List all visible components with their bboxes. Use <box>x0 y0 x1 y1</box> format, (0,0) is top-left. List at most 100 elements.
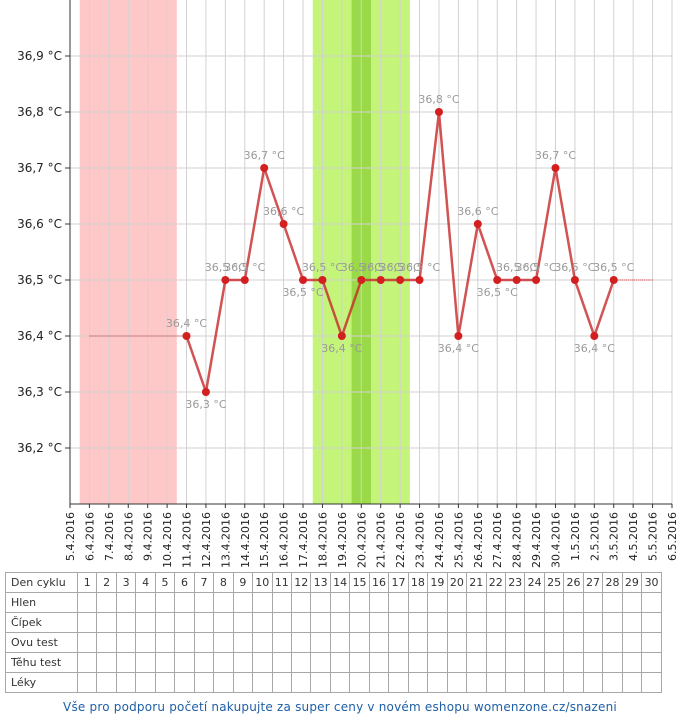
x-tick-label: 3.5.2016 <box>608 512 621 561</box>
table-cell <box>290 652 312 673</box>
table-cell <box>407 652 429 673</box>
table-row: Čípek <box>5 612 662 633</box>
data-label: 36,5 °C <box>360 261 401 274</box>
table-cell <box>135 672 156 693</box>
table-cell <box>252 592 273 613</box>
table-cell <box>368 672 390 693</box>
table-cell <box>641 632 662 653</box>
table-cell <box>252 652 273 673</box>
temperature-point <box>221 276 230 284</box>
table-cell <box>641 652 662 673</box>
temperature-point <box>240 276 249 284</box>
table-cell <box>446 612 468 633</box>
table-cell <box>154 632 176 653</box>
table-cell <box>213 672 234 693</box>
temperature-point <box>182 332 191 340</box>
x-tick-label: 15.4.2016 <box>258 512 271 568</box>
temperature-point <box>279 220 288 228</box>
table-cell <box>407 592 429 613</box>
table-cell <box>193 612 215 633</box>
table-cell: 14 <box>329 572 351 593</box>
table-cell <box>524 652 545 673</box>
table-cell <box>407 612 429 633</box>
table-cell <box>271 612 292 633</box>
table-cell <box>154 672 176 693</box>
x-tick-label: 17.4.2016 <box>297 512 310 568</box>
table-cell: 25 <box>543 572 565 593</box>
table-cell <box>407 632 429 653</box>
x-tick-label: 13.4.2016 <box>219 512 232 568</box>
table-row: Hlen <box>5 592 662 613</box>
table-cell <box>174 612 195 633</box>
x-tick-label: 19.4.2016 <box>336 512 349 568</box>
table-cell <box>466 612 487 633</box>
y-tick-label: 36,2 °C <box>17 441 62 455</box>
table-cell <box>582 652 604 673</box>
data-label: 36,5 °C <box>224 261 265 274</box>
x-tick-label: 6.4.2016 <box>83 512 96 561</box>
x-tick-label: 11.4.2016 <box>181 512 194 568</box>
table-cell <box>621 632 643 653</box>
x-tick-label: 30.4.2016 <box>549 512 562 568</box>
table-cell <box>271 592 292 613</box>
table-cell: 3 <box>115 572 137 593</box>
table-cell <box>115 652 137 673</box>
table-cell: 22 <box>485 572 506 593</box>
table-cell: 21 <box>466 572 487 593</box>
table-cell <box>349 672 370 693</box>
x-tick-label: 24.4.2016 <box>433 512 446 568</box>
table-cell <box>213 652 234 673</box>
table-cell <box>582 592 604 613</box>
table-cell <box>563 632 584 653</box>
table-cell <box>310 592 331 613</box>
data-label: 36,5 °C <box>205 261 246 274</box>
table-cell <box>388 612 409 633</box>
table-cell <box>504 632 526 653</box>
x-tick-label: 21.4.2016 <box>375 512 388 568</box>
table-cell <box>563 672 584 693</box>
table-cell <box>135 632 156 653</box>
table-cell <box>504 592 526 613</box>
x-tick-label: 2.5.2016 <box>588 512 601 561</box>
table-cell <box>135 592 156 613</box>
table-cell <box>193 672 215 693</box>
table-cell: 1 <box>76 572 98 593</box>
table-cell: 20 <box>446 572 468 593</box>
row-label: Těhu test <box>5 652 78 673</box>
table-cell <box>96 632 117 653</box>
table-cell <box>76 652 98 673</box>
table-cell <box>76 672 98 693</box>
table-cell: 7 <box>193 572 215 593</box>
table-cell <box>563 592 584 613</box>
shop-promo-footer[interactable]: Vše pro podporu početí nakupujte za supe… <box>63 700 617 714</box>
table-cell <box>329 672 351 693</box>
table-cell <box>621 652 643 673</box>
temperature-chart: 36,2 °C 36,3 °C 36,4 °C 36,5 °C 36,6 °C 36,7 … <box>17 0 679 568</box>
table-row: Den cyklu 1 2 3 4 5 6 7 8 9 10 11 12 13 14 15 16 17 18 19 20… <box>5 572 662 593</box>
table-cell: 4 <box>135 572 156 593</box>
x-tick-label: 28.4.2016 <box>511 512 524 568</box>
table-cell: 10 <box>252 572 273 593</box>
table-cell <box>368 632 390 653</box>
temperature-point <box>201 388 210 396</box>
table-cell <box>310 672 331 693</box>
table-cell <box>427 592 448 613</box>
table-cell: 9 <box>232 572 254 593</box>
table-cell <box>504 652 526 673</box>
table-cell <box>641 592 662 613</box>
table-cell <box>213 592 234 613</box>
x-tick-label: 5.5.2016 <box>647 512 660 561</box>
table-cell <box>485 592 506 613</box>
data-label: 36,4 °C <box>166 317 207 330</box>
table-cell <box>602 592 623 613</box>
table-cell <box>154 612 176 633</box>
table-cell <box>193 592 215 613</box>
table-cell <box>213 632 234 653</box>
table-cell <box>388 592 409 613</box>
row-label: Den cyklu <box>5 572 78 593</box>
table-cell <box>602 672 623 693</box>
table-cell <box>582 612 604 633</box>
table-row: Těhu test <box>5 652 662 673</box>
x-tick-label: 1.5.2016 <box>569 512 582 561</box>
table-cell <box>368 612 390 633</box>
